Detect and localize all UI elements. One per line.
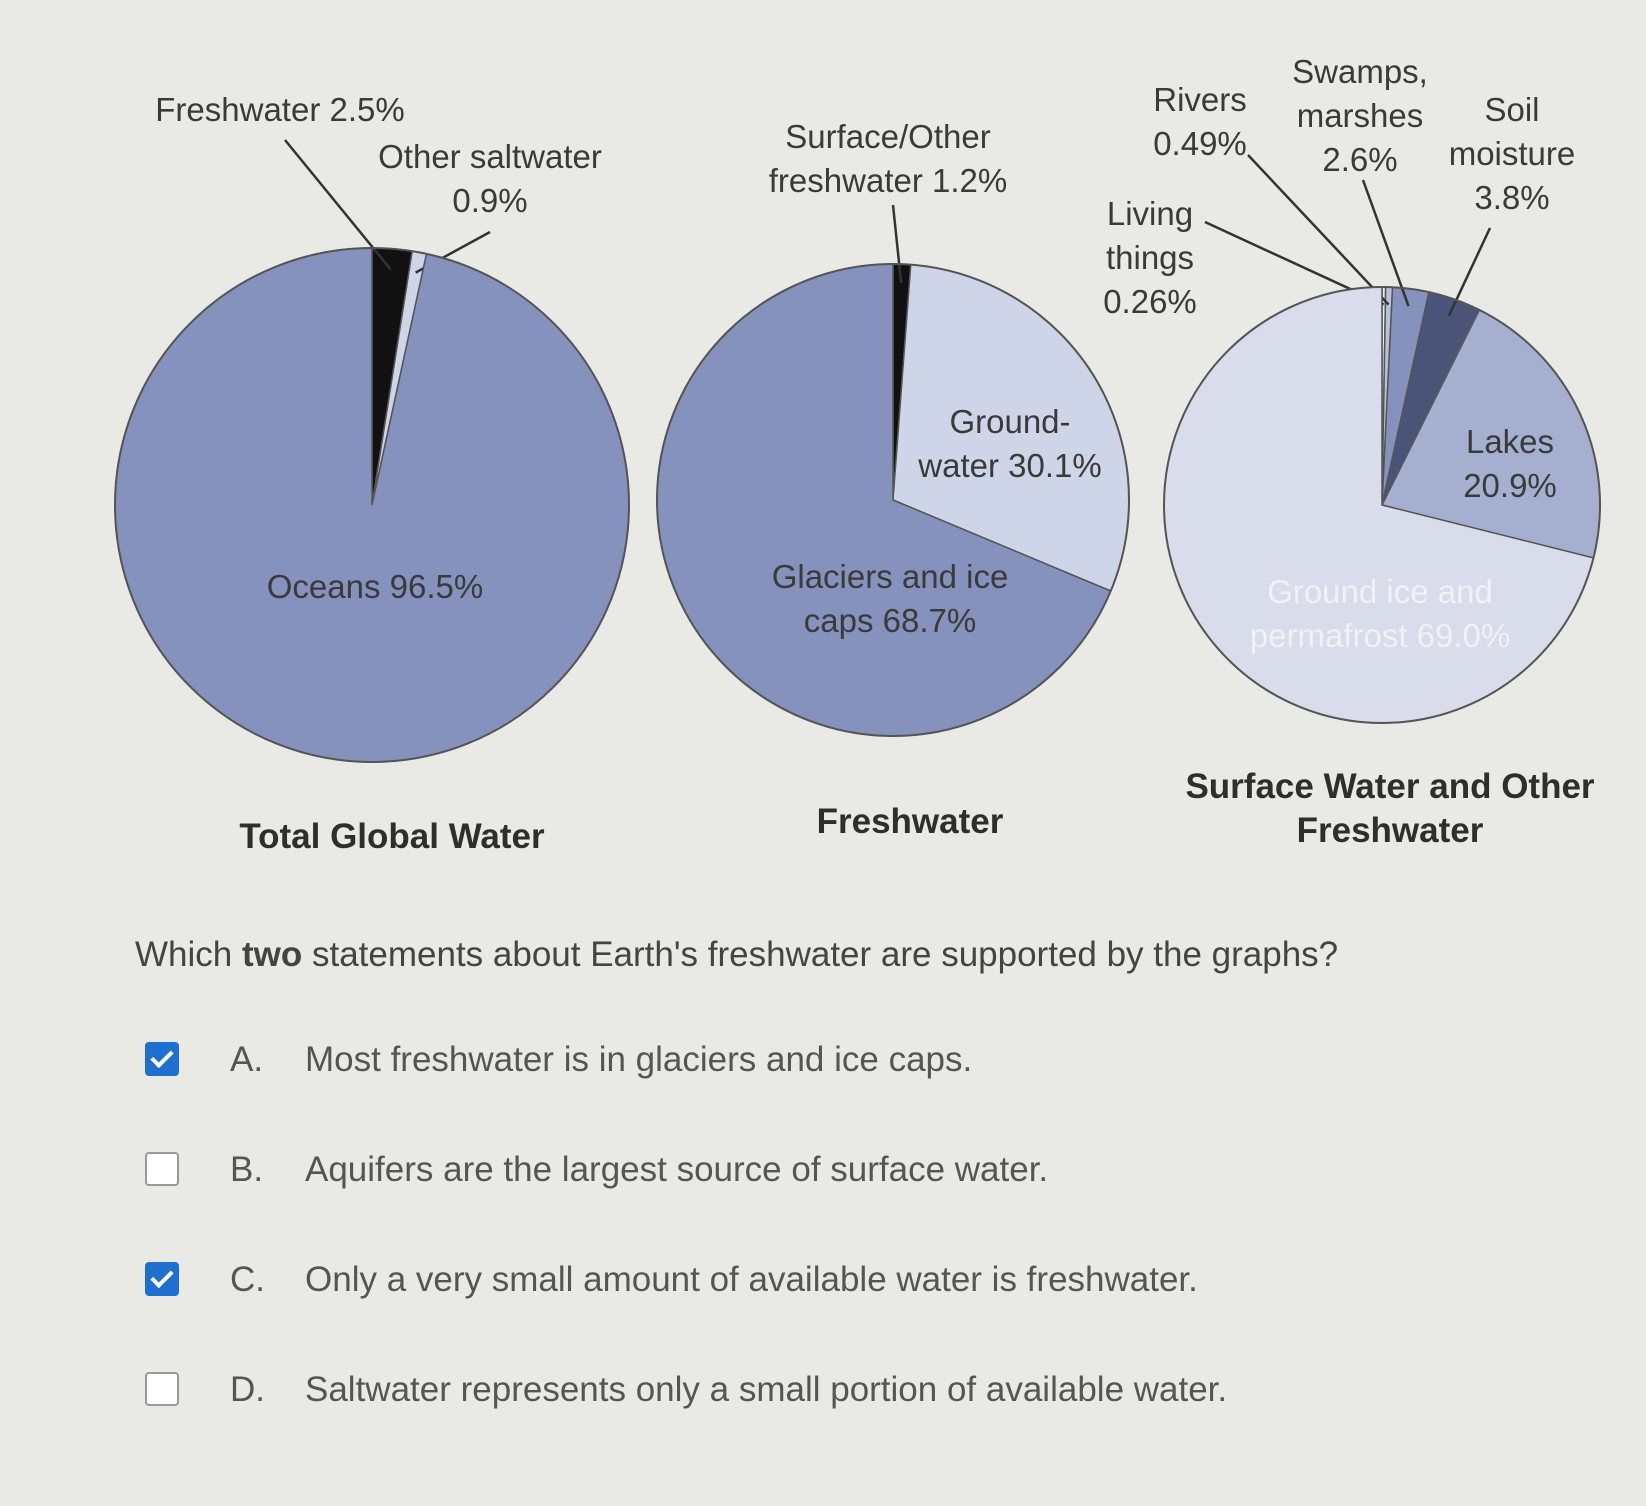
- question-part: statements about Earth's freshwater are …: [311, 935, 1339, 974]
- pie-outline: [1163, 286, 1601, 724]
- slice-label: Freshwater 2.5%: [115, 88, 445, 132]
- slice-category: Soil moisture: [1448, 91, 1576, 172]
- slice-label: Ground ice and permafrost 69.0%: [1230, 570, 1530, 658]
- question-part: Which: [135, 935, 233, 974]
- pie-slice: [114, 247, 630, 763]
- option-letter: B.: [230, 1150, 264, 1189]
- slice-label: Ground-water 30.1%: [910, 400, 1110, 488]
- slice-category: Glaciers and ice caps: [771, 558, 1009, 639]
- checkbox[interactable]: [145, 1262, 179, 1296]
- slice-category: Freshwater: [155, 91, 321, 128]
- slice-category: Lakes: [1465, 423, 1555, 460]
- slice-label: Soil moisture 3.8%: [1442, 88, 1582, 220]
- pie-outline: [656, 263, 1130, 737]
- slice-value: 20.9%: [1463, 467, 1557, 504]
- option-letter: D.: [230, 1370, 265, 1409]
- slice-label: Oceans 96.5%: [210, 565, 540, 609]
- slice-value: 0.26%: [1103, 283, 1197, 320]
- question: Which two statements about Earth's fresh…: [135, 935, 1338, 975]
- slice-label: Glaciers and ice caps 68.7%: [760, 555, 1020, 643]
- chart-title: Total Global Water: [239, 817, 545, 856]
- slice-category: Ground ice and permafrost: [1249, 573, 1493, 654]
- slice-value: 3.8%: [1474, 179, 1550, 216]
- option-text: Most freshwater is in glaciers and ice c…: [305, 1040, 973, 1079]
- slice-category: Rivers: [1153, 81, 1247, 118]
- slice-category: Surface/Other freshwater: [768, 118, 991, 199]
- slice-label: Surface/Other freshwater 1.2%: [748, 115, 1028, 203]
- leader-line: [1361, 179, 1410, 307]
- pie-outline: [114, 247, 630, 763]
- slice-category: Living things: [1105, 195, 1195, 276]
- slice-category: Oceans: [266, 568, 381, 605]
- checkbox[interactable]: [145, 1152, 179, 1186]
- question-part: two: [241, 935, 303, 974]
- slice-label: Rivers 0.49%: [1145, 78, 1255, 166]
- chart-title: Freshwater: [816, 802, 1004, 841]
- slice-label: Lakes 20.9%: [1440, 420, 1580, 508]
- leader-line: [1247, 154, 1390, 306]
- leader-line: [891, 204, 903, 284]
- slice-value: 30.1%: [1008, 447, 1102, 484]
- answer-option[interactable]: A. Most freshwater is in glaciers and ice…: [145, 1040, 1445, 1080]
- option-text: Only a very small amount of available wa…: [305, 1260, 1198, 1299]
- checkbox[interactable]: [145, 1372, 179, 1406]
- slice-value: 0.49%: [1153, 125, 1247, 162]
- slice-value: 0.9%: [452, 182, 528, 219]
- slice-label: Other saltwater 0.9%: [355, 135, 625, 223]
- slice-value: 2.6%: [1322, 141, 1398, 178]
- slice-value: 68.7%: [882, 602, 977, 639]
- slice-value: 96.5%: [389, 568, 484, 605]
- slice-value: 69.0%: [1416, 617, 1511, 654]
- answer-option[interactable]: C. Only a very small amount of available …: [145, 1260, 1445, 1300]
- slice-category: Ground-water: [918, 403, 1071, 484]
- slice-label: Living things 0.26%: [1095, 192, 1205, 324]
- slice-label: Swamps, marshes 2.6%: [1285, 50, 1435, 182]
- slice-category: Swamps, marshes: [1292, 53, 1428, 134]
- answer-option[interactable]: B. Aquifers are the largest source of sur…: [145, 1150, 1445, 1190]
- checkbox[interactable]: [145, 1042, 179, 1076]
- slice-value: 2.5%: [329, 91, 405, 128]
- slice-category: Other saltwater: [378, 138, 602, 175]
- option-text: Saltwater represents only a small portio…: [305, 1370, 1228, 1409]
- leader-line: [1447, 227, 1492, 317]
- option-text: Aquifers are the largest source of surfa…: [305, 1150, 1049, 1189]
- slice-value: 1.2%: [932, 162, 1008, 199]
- chart-title: Surface Water and Other Freshwater: [1185, 767, 1595, 850]
- option-letter: C.: [230, 1260, 265, 1299]
- option-letter: A.: [230, 1040, 264, 1079]
- answer-option[interactable]: D. Saltwater represents only a small port…: [145, 1370, 1445, 1410]
